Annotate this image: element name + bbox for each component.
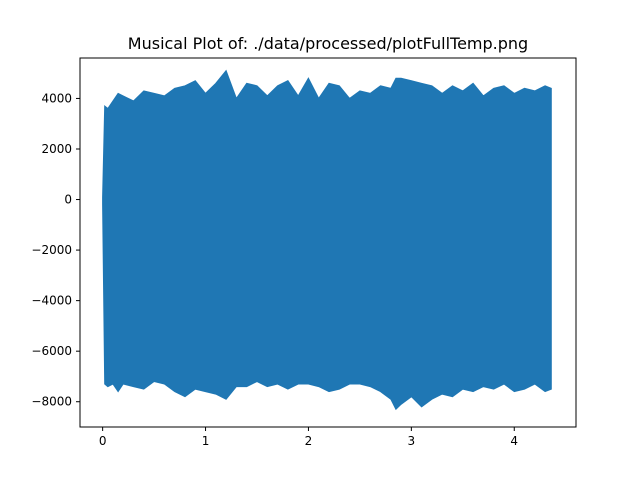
y-axis: −8000 −6000 −4000 −2000 0 2000 4000 <box>31 91 80 409</box>
axes-frame <box>79 57 577 428</box>
x-tick-label: 2 <box>305 434 313 448</box>
y-tick-label: 0 <box>64 193 72 207</box>
x-tick-label: 4 <box>510 434 518 448</box>
series-waveform-area <box>102 69 552 411</box>
x-tick-label: 1 <box>202 434 210 448</box>
y-tick-label: 2000 <box>41 142 72 156</box>
x-axis: 0 1 2 3 4 <box>99 427 518 448</box>
y-tick-label: −2000 <box>31 243 72 257</box>
chart-title: Musical Plot of: ./data/processed/plotFu… <box>128 34 528 53</box>
y-tick-label: −6000 <box>31 344 72 358</box>
x-tick-label: 3 <box>408 434 416 448</box>
y-tick-label: −8000 <box>31 395 72 409</box>
y-tick-label: 4000 <box>41 91 72 105</box>
y-tick-label: −4000 <box>31 294 72 308</box>
plot-area <box>102 69 552 411</box>
x-tick-label: 0 <box>99 434 107 448</box>
